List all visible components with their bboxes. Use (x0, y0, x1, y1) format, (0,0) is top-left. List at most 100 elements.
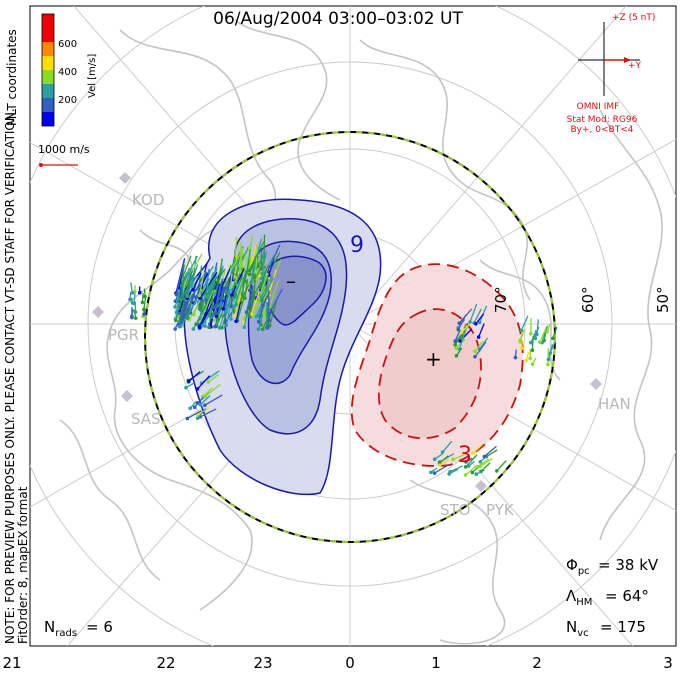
velocity-scale-label: 1000 m/s (38, 143, 90, 156)
velocity-vector (243, 256, 249, 271)
velocity-vector-origin (242, 325, 247, 330)
velocity-vector (248, 241, 265, 271)
velocity-vector (179, 298, 198, 327)
n-rads-stat: Nrads = 6 (44, 618, 113, 639)
colorbar-label: Vel [m/s] (87, 54, 98, 98)
velocity-vector-origin (213, 324, 217, 329)
velocity-vector-origin (453, 342, 457, 347)
velocity-vector (192, 272, 202, 290)
velocity-vector (266, 277, 275, 291)
velocity-vector-origin (440, 450, 445, 454)
velocity-vector-origin (477, 320, 482, 325)
velocity-vector (474, 340, 484, 352)
velocity-vector-origin (464, 460, 468, 464)
velocity-vector-origin (195, 387, 200, 391)
velocity-vector (461, 324, 467, 339)
velocity-vector (543, 325, 548, 341)
velocity-vector (531, 335, 534, 351)
velocity-vector-origin (530, 348, 535, 353)
velocity-vector (234, 295, 242, 316)
contour-label-pos: 3 (458, 443, 472, 468)
velocity-vector-origin (451, 457, 455, 462)
velocity-vector (216, 258, 223, 292)
velocity-vector-origin (256, 320, 261, 324)
latitude-label-70: 70° (492, 286, 510, 313)
velocity-vector-origin (195, 401, 200, 405)
velocity-vector (215, 278, 223, 314)
velocity-vector-origin (174, 310, 179, 315)
velocity-vector (225, 306, 231, 326)
velocity-vector-origin (474, 472, 479, 476)
velocity-scale-vector (39, 163, 78, 167)
velocity-vector-origin (214, 311, 218, 316)
velocity-vector-origin (518, 340, 523, 344)
velocity-vector-origin (247, 313, 251, 318)
velocity-vector (143, 297, 147, 310)
contour-label-neg: 9 (350, 233, 364, 258)
station-label-sas: SAS (131, 410, 161, 428)
velocity-vector (207, 278, 215, 297)
latitude-label-50: 50° (654, 286, 672, 313)
velocity-vector (193, 285, 207, 315)
velocity-vector (261, 251, 267, 274)
velocity-vector-origin (495, 469, 499, 473)
velocity-vector-origin (234, 302, 239, 307)
station-label-han: HAN (598, 395, 631, 413)
velocity-vector (266, 298, 269, 328)
velocity-vector-origin (247, 288, 252, 293)
velocity-vector-origin (142, 307, 146, 312)
velocity-vector-origin (234, 272, 239, 277)
velocity-vector (210, 296, 218, 327)
colorbar-tick-600: 600 (58, 39, 77, 50)
mlt-label-0: 0 (345, 654, 355, 672)
imf-condition: By+, 0<BT<4 (571, 125, 634, 135)
velocity-vector (208, 299, 214, 328)
velocity-vector-origin (468, 320, 472, 324)
velocity-vector-origin (545, 330, 549, 334)
velocity-vector (181, 270, 196, 299)
velocity-vector (236, 297, 245, 321)
velocity-vector-origin (453, 339, 457, 343)
velocity-vector-origin (457, 321, 462, 325)
velocity-vector-origin (470, 470, 475, 475)
negative-cell-marker: – (286, 269, 296, 293)
velocity-vector-origin (256, 300, 260, 305)
velocity-vector-origin (432, 471, 437, 475)
velocity-vector-origin (173, 327, 177, 331)
mlt-label-21: 21 (2, 654, 21, 672)
velocity-vector-origin (466, 464, 471, 468)
colorbar-tick-400: 400 (58, 67, 77, 78)
velocity-vector (452, 454, 465, 461)
velocity-vector (244, 260, 250, 282)
velocity-vector-origin (459, 330, 464, 335)
velocity-vector-origin (463, 473, 468, 477)
velocity-vector-origin (253, 270, 258, 274)
velocity-vector (179, 280, 184, 308)
velocity-vector (258, 297, 267, 323)
velocity-vector (475, 313, 485, 325)
velocity-vector (239, 241, 253, 267)
velocity-vector (189, 289, 201, 314)
velocity-vector (260, 254, 275, 279)
velocity-vector-origin (546, 357, 551, 362)
velocity-vector (552, 326, 558, 339)
velocity-vector (187, 410, 202, 420)
velocity-vector (479, 457, 493, 468)
velocity-vector-origin (185, 416, 190, 421)
velocity-vector-origin (178, 324, 183, 329)
velocity-vector-origin (180, 296, 185, 301)
velocity-vector (442, 440, 453, 453)
velocity-vector (461, 324, 470, 333)
velocity-vector-origin (474, 321, 478, 326)
velocity-vector-origin (432, 457, 437, 462)
velocity-vector (230, 288, 234, 307)
velocity-vector (197, 408, 207, 419)
velocity-vector-origin (184, 385, 188, 390)
station-label-pyk: PYK (486, 501, 515, 519)
velocity-vector-origin (180, 317, 185, 321)
velocity-vector (469, 304, 478, 323)
velocity-vector (187, 264, 199, 292)
velocity-vector-origin (259, 267, 263, 271)
velocity-vector (222, 295, 236, 317)
